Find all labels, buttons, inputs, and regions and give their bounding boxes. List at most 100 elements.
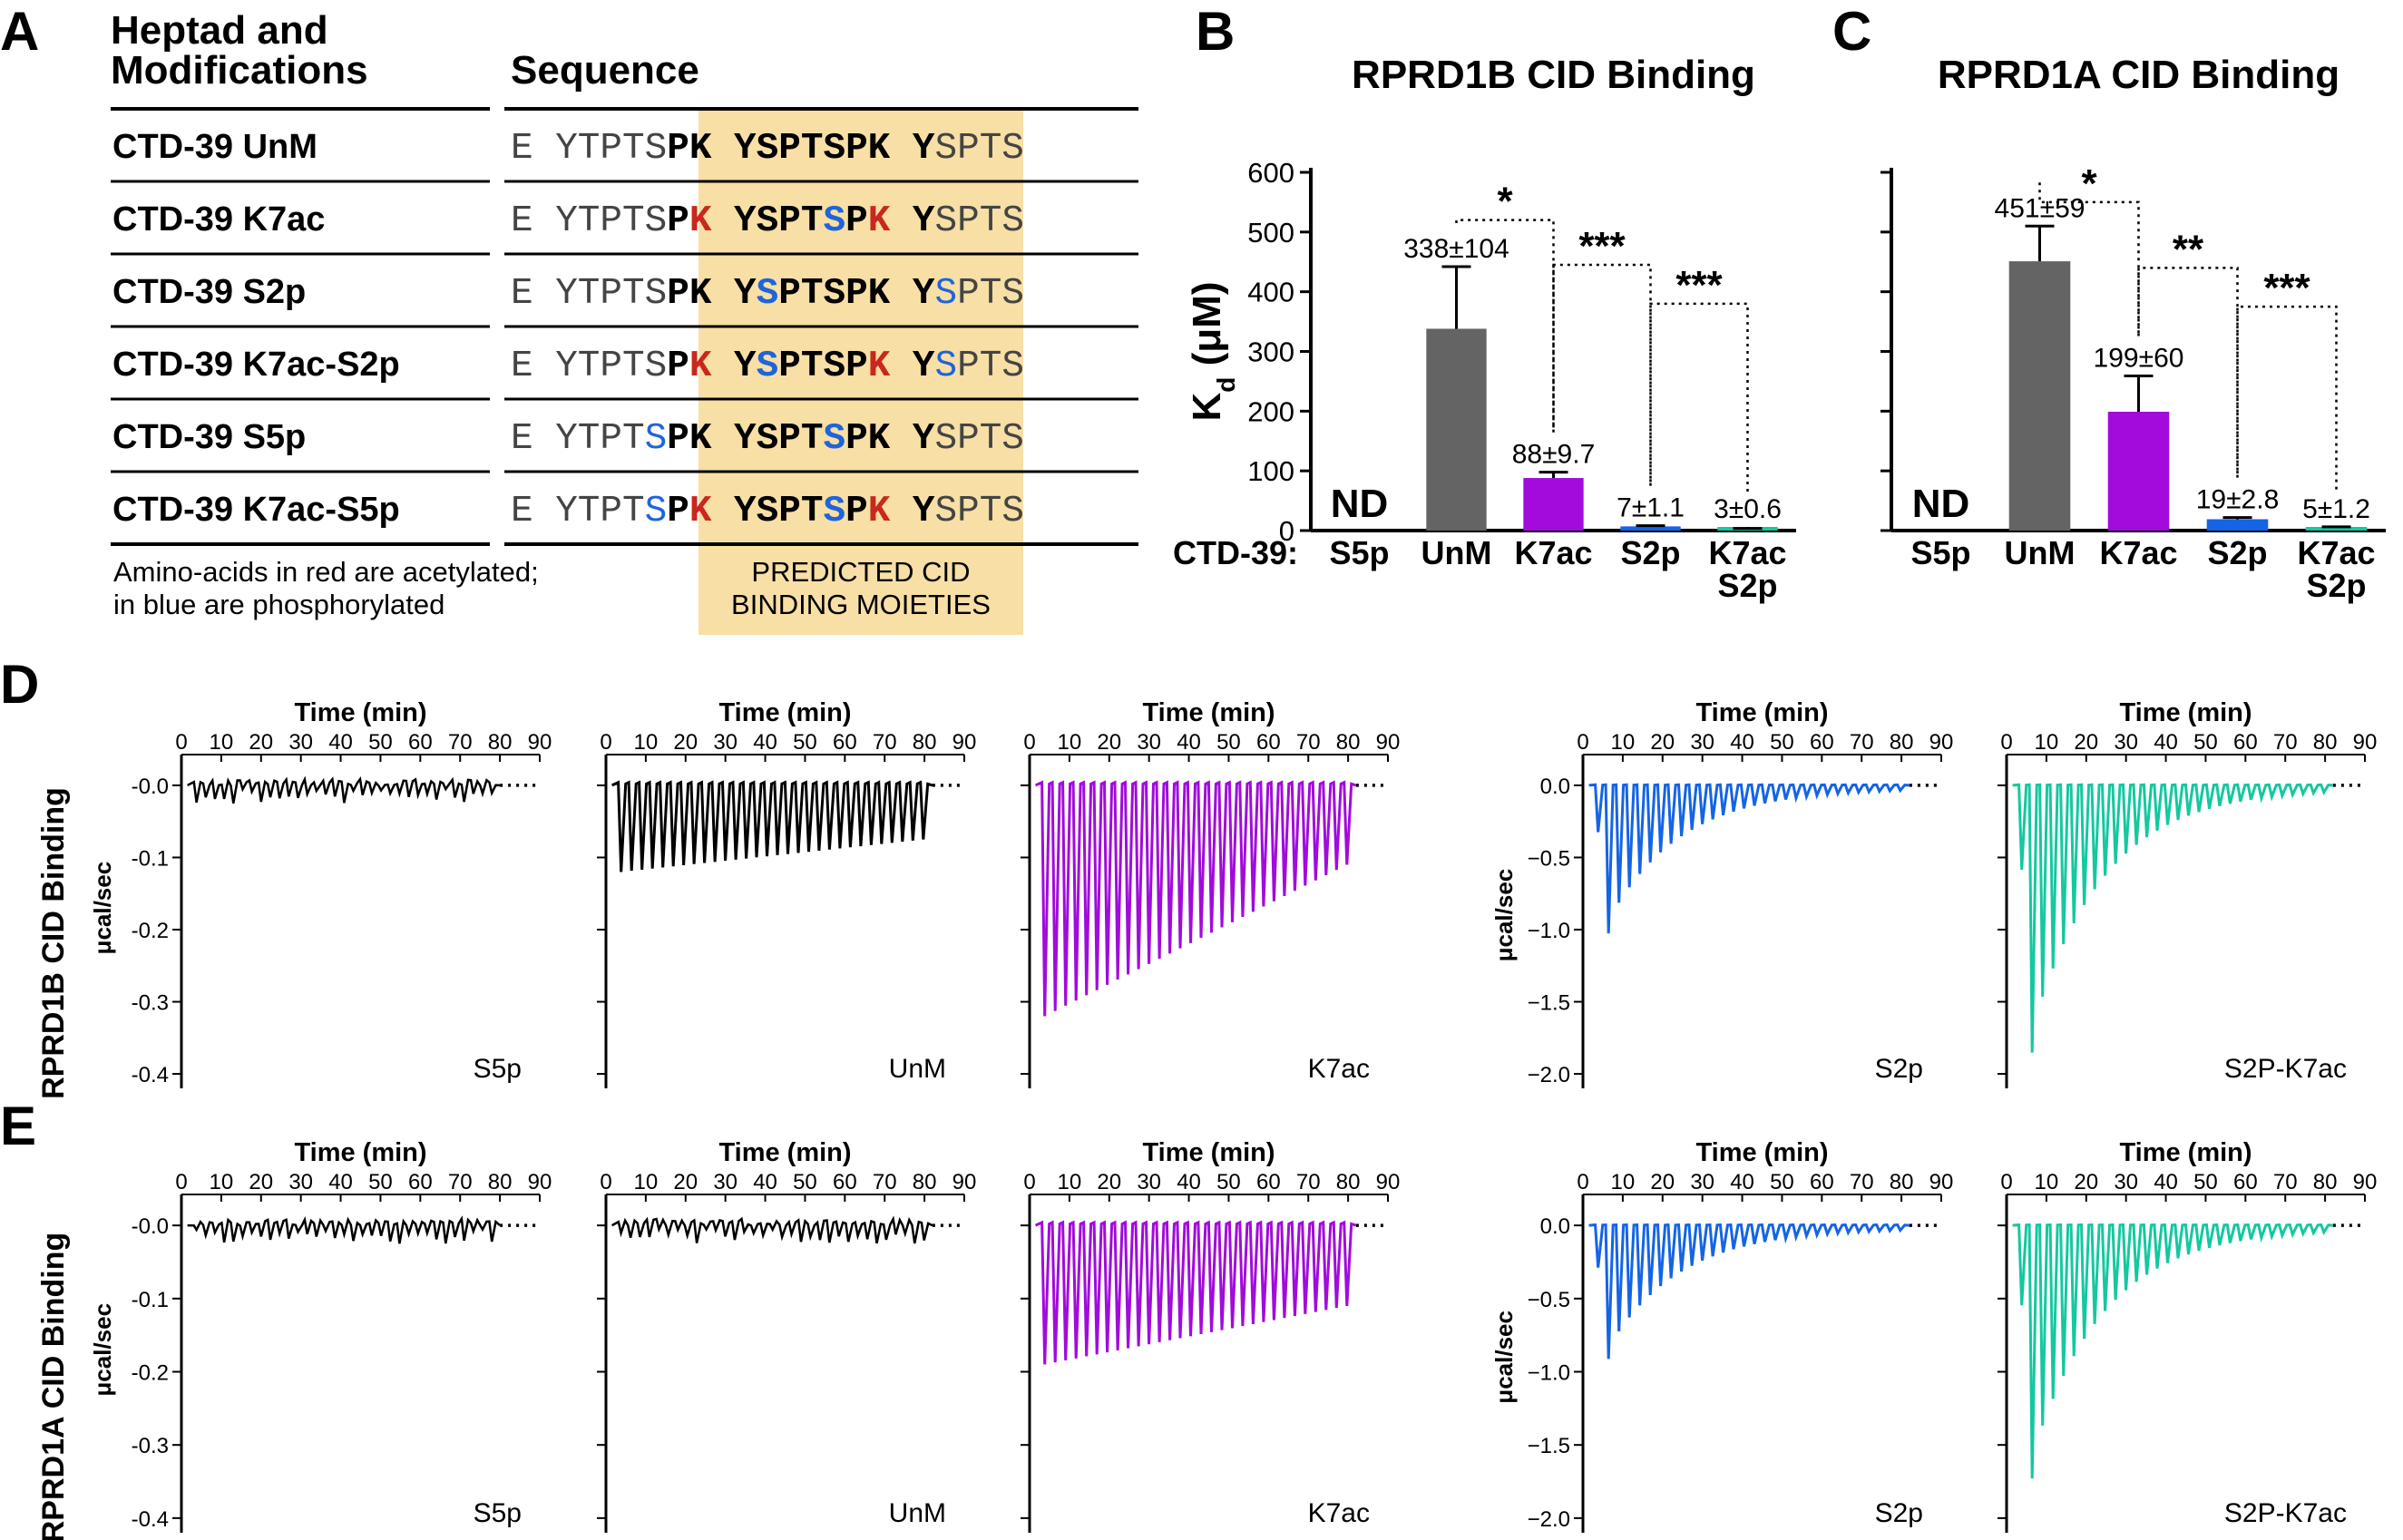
kd-chart-rprd1b: RPRD1B CID Binding 0 100 200 300 400 500 600 Kd … [1185,53,1796,604]
time-axis-title: Time (min) [2119,698,2252,727]
sequence-segment: E YTPT [511,491,645,532]
time-tick-label: 90 [528,730,552,755]
time-tick-label: 80 [488,1170,513,1194]
itc-panel: Time (min) 0 10 20 30 40 50 60 70 80 90 0.0 −0.5 −1.0… [1490,698,1953,1088]
itc-trace [611,1215,933,1244]
time-tick-label: 90 [952,730,977,755]
itc-panel: Time (min) 0 10 20 30 40 50 60 70 80 90 K7ac [1021,1138,1400,1533]
sample-label: UnM [889,1498,946,1528]
heptad-header-line2: Modifications [111,48,368,93]
y-tick-label: −0.5 [1528,1288,1570,1312]
category-label: S2p [2207,534,2267,571]
time-tick-label: 90 [1376,1170,1401,1194]
note-line2: in blue are phosphorylated [113,589,444,620]
y-tick-label: 0.0 [1540,775,1570,799]
time-tick-label: 40 [753,730,777,755]
time-tick-label: 0 [1023,730,1035,755]
sequence-segment: Y [711,346,757,387]
sample-label: S2P-K7ac [2224,1054,2347,1084]
time-tick-label: 20 [1097,1170,1121,1194]
significance-stars: ** [2173,227,2204,271]
itc-trace [2012,783,2333,1053]
time-axis-title: Time (min) [294,1138,426,1167]
itc-trace [187,1215,501,1244]
time-tick-label: 50 [1216,1170,1241,1194]
time-axis-title: Time (min) [1142,698,1275,727]
value-label: 199±60 [2094,343,2184,373]
time-tick-label: 80 [913,730,937,755]
sequence-segment: K [868,200,891,242]
y-tick-label: -0.0 [132,1214,169,1239]
time-tick-label: 80 [1336,1170,1361,1194]
time-tick-label: 50 [2193,1170,2218,1194]
y-tick-label: -0.1 [132,1288,169,1312]
time-tick-label: 90 [952,1170,977,1194]
sequence-segment: S [757,273,779,315]
sequence-segment: S [645,491,668,532]
significance-stars: *** [1675,263,1723,307]
y-tick-label: 200 [1247,395,1294,427]
value-label: 88±9.7 [1512,440,1596,470]
time-tick-label: 40 [2154,730,2178,755]
time-tick-label: 10 [1058,1170,1082,1194]
sequence-segment: YSPT [711,491,823,532]
y-axis-label: μcal/sec [1490,869,1518,962]
category-label: S2p [1717,567,1777,604]
y-axis-label: Kd (μM) [1185,282,1240,422]
sequence-segment: S [823,491,845,532]
time-tick-label: 40 [753,1170,777,1194]
time-axis-title: Time (min) [1695,1138,1828,1167]
time-tick-label: 40 [328,730,353,755]
category-label: S2p [1620,534,1680,571]
sample-label: S2p [1875,1054,1923,1084]
sample-label: UnM [889,1054,946,1084]
time-tick-label: 0 [1023,1170,1035,1194]
time-tick-label: 30 [1690,1170,1714,1194]
row-label: CTD-39 K7ac [112,200,325,239]
sequence-segment: E YTPTS [511,128,667,170]
time-tick-label: 20 [673,1170,698,1194]
time-tick-label: 50 [793,730,817,755]
time-tick-label: 0 [1577,730,1588,755]
time-tick-label: 0 [1577,1170,1588,1194]
sequence-segment: E YTPTS [511,200,667,242]
significance-bracket [2038,182,2140,336]
sequence-segment: S [823,418,845,460]
sequence: E YTPTSPK YSPTSPK YSPTS [511,491,1024,532]
sequence: E YTPTSPK YSPTSPK YSPTS [511,200,1024,242]
time-tick-label: 0 [600,1170,611,1194]
sequence-segment: E YTPTS [511,273,667,315]
sequence-segment: P [845,200,868,242]
time-tick-label: 40 [1730,730,1754,755]
chart-title: RPRD1A CID Binding [1938,53,2340,97]
time-tick-label: 40 [1177,1170,1201,1194]
sequence-segment: PTS [957,346,1024,387]
sequence-segment: PTS [957,273,1024,315]
sample-label: S2P-K7ac [2224,1498,2347,1528]
category-label: K7ac [1514,534,1592,571]
box-caption-line2: BINDING MOIETIES [731,589,991,620]
bar [2206,519,2269,531]
bar [2305,527,2368,531]
row-label: CTD-39 K7ac-S5p [112,491,400,529]
not-determined-label: ND [1331,482,1389,526]
heptad-header-line1: Heptad and [111,8,328,53]
time-tick-label: 80 [1890,1170,1914,1194]
sequence-segment: Y [890,200,935,242]
itc-trace [2012,1223,2333,1479]
time-tick-label: 50 [1216,730,1241,755]
y-axis-label: μcal/sec [89,1303,116,1397]
bar [1426,328,1487,531]
y-tick-label: -0.2 [132,919,169,943]
y-tick-label: −1.0 [1528,1361,1570,1386]
itc-panel: Time (min) 0 10 20 30 40 50 60 70 80 90 0.0 −0.5 −1.0… [1490,1138,1953,1533]
value-label: 338±104 [1403,234,1509,264]
panel-letter-e: E [0,1096,36,1156]
y-tick-label: -0.3 [132,991,169,1016]
time-tick-label: 70 [1296,730,1321,755]
category-label: K7ac [2297,534,2375,571]
sequence-rows: CTD-39 UnM E YTPTSPK YSPTSPK YSPTSCTD-39 … [112,128,1024,532]
sequence: E YTPTSPK YSPTSPK YSPTS [511,418,1024,460]
sequence: E YTPTSPK YSPTSPK YSPTS [511,273,1024,315]
sequence-segment: S [645,418,668,460]
